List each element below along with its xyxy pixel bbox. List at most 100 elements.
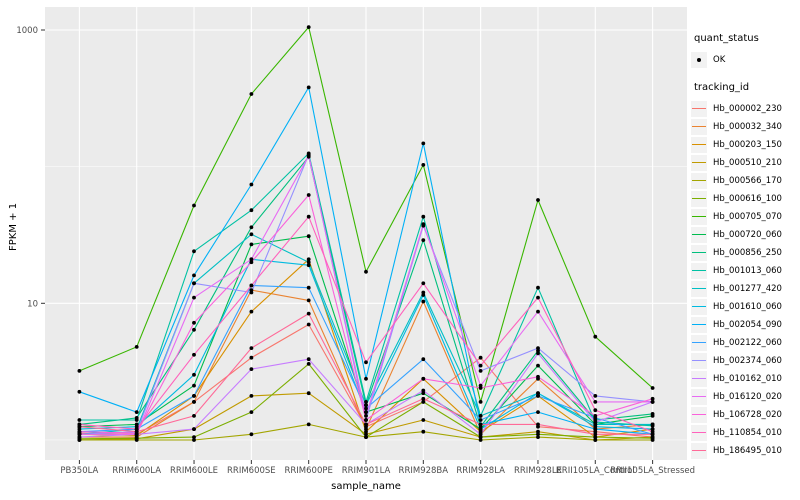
data-point	[134, 410, 139, 414]
data-point	[536, 363, 540, 368]
data-point	[536, 432, 540, 437]
legend-label: Hb_000032_340	[713, 121, 782, 132]
data-point	[249, 232, 254, 237]
data-point	[192, 203, 196, 208]
x-tick-label: RRII105LA_Stressed	[610, 466, 695, 476]
data-point	[593, 420, 598, 424]
legend-line-swatch	[692, 161, 706, 164]
data-point	[421, 281, 426, 286]
data-point	[306, 234, 311, 239]
data-point	[77, 432, 82, 437]
legend-key	[691, 316, 707, 333]
data-point	[364, 414, 368, 418]
legend-key	[691, 226, 707, 243]
data-point	[478, 363, 483, 368]
legend-line-swatch	[692, 323, 706, 326]
x-tick-label: RRIM928BA	[399, 466, 449, 476]
x-tick-label: RRIM928LA	[456, 466, 505, 476]
legend-label: Hb_000510_210	[713, 157, 782, 168]
data-point	[249, 92, 254, 96]
legend-line-swatch	[692, 341, 706, 344]
data-point	[306, 25, 311, 29]
data-point	[249, 283, 254, 288]
data-point	[77, 435, 82, 439]
data-point	[478, 369, 483, 373]
legend-key	[691, 406, 707, 423]
legend-key	[691, 172, 707, 189]
legend-key	[691, 334, 707, 351]
data-point	[650, 412, 655, 416]
legend-label: OK	[713, 54, 726, 65]
data-point	[77, 429, 82, 434]
legend-line-swatch	[692, 305, 706, 308]
data-point	[421, 357, 426, 362]
data-point	[306, 285, 311, 290]
x-tick-label: PB350LA	[60, 466, 98, 476]
data-point	[593, 408, 598, 413]
data-point	[249, 410, 254, 414]
data-point	[192, 394, 196, 398]
legend-label: Hb_002122_060	[713, 337, 782, 348]
legend-label: Hb_000856_250	[713, 247, 782, 258]
legend-item-tracking-id: Hb_000616_100	[691, 190, 799, 207]
data-point	[421, 214, 426, 219]
data-point	[593, 400, 598, 404]
legend-line-swatch	[692, 125, 706, 128]
data-point	[536, 198, 540, 202]
data-point	[593, 427, 598, 431]
data-point	[650, 429, 655, 434]
data-point	[421, 141, 426, 146]
legend-label: Hb_001277_420	[713, 283, 782, 294]
data-point	[364, 422, 368, 427]
data-point	[134, 427, 139, 431]
data-point	[306, 311, 311, 316]
legend-label: Hb_106728_020	[713, 409, 782, 420]
data-point	[306, 362, 311, 366]
data-point	[593, 432, 598, 437]
legend-item-tracking-id: Hb_002122_060	[691, 334, 799, 351]
legend-item-tracking-id: Hb_000856_250	[691, 244, 799, 261]
data-point	[249, 309, 254, 314]
legend: quant_status OK tracking_id Hb_000002_23…	[691, 33, 799, 473]
data-point	[306, 214, 311, 219]
data-point	[134, 418, 139, 422]
legend-label: Hb_110854_010	[713, 427, 782, 438]
data-point	[421, 293, 426, 297]
legend-label: Hb_000566_170	[713, 175, 782, 186]
data-point	[306, 193, 311, 197]
data-point	[134, 345, 139, 349]
legend-key	[691, 370, 707, 387]
data-point	[593, 435, 598, 439]
legend-label: Hb_000720_060	[713, 229, 782, 240]
data-point	[650, 386, 655, 390]
data-point	[192, 281, 196, 286]
data-point	[192, 295, 196, 300]
x-tick-label: RRIM600LE	[170, 466, 218, 476]
legend-label: Hb_002054_090	[713, 319, 782, 330]
legend-item-tracking-id: Hb_002374_060	[691, 352, 799, 369]
legend-key	[691, 280, 707, 297]
legend-line-swatch	[692, 449, 706, 452]
legend-label: Hb_001013_060	[713, 265, 782, 276]
data-point	[593, 438, 598, 442]
legend-item-tracking-id: Hb_000705_070	[691, 208, 799, 225]
data-point	[650, 396, 655, 401]
legend-title-tracking-id: tracking_id	[694, 82, 750, 93]
data-point	[306, 263, 311, 268]
data-point	[536, 429, 540, 434]
data-point	[192, 438, 196, 442]
data-point	[77, 424, 82, 429]
data-point	[249, 225, 254, 230]
data-point	[478, 422, 483, 427]
data-point	[249, 367, 254, 371]
legend-line-swatch	[692, 197, 706, 200]
legend-key	[691, 100, 707, 117]
data-point	[478, 414, 483, 418]
data-point	[306, 391, 311, 396]
data-point	[364, 410, 368, 414]
x-tick-label: RRIM600LA	[112, 466, 161, 476]
y-tick-label: 10	[27, 299, 38, 309]
data-point	[306, 260, 311, 265]
legend-line-swatch	[692, 233, 706, 236]
